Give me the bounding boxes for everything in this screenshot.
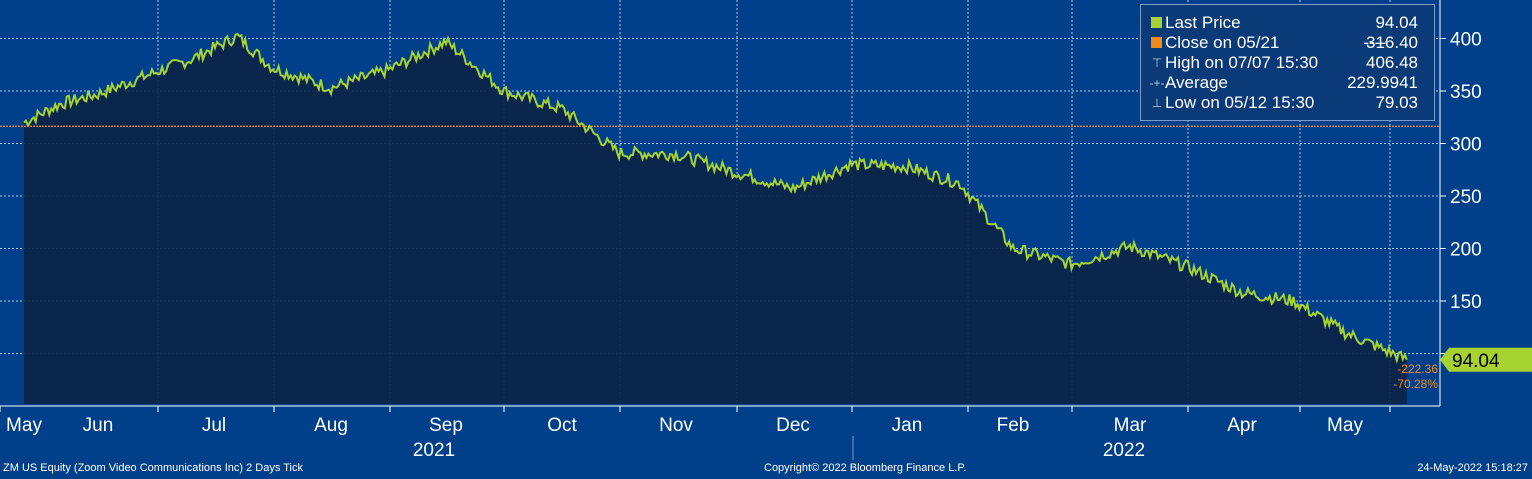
legend-row-average: -+-Average 229.9941: [1149, 73, 1426, 93]
legend-row-low: ⊥ Low on 05/12 15:30 79.03: [1149, 93, 1426, 113]
legend-row-high: ⊤ High on 07/07 15:30 406.48: [1149, 53, 1426, 73]
change-label: -222.36: [1397, 362, 1438, 376]
x-month-label: Oct: [547, 415, 577, 436]
last-price-swatch-icon: [1151, 17, 1162, 28]
y-tick-label: 200: [1450, 240, 1482, 261]
x-month-label: Aug: [314, 415, 348, 436]
x-month-label: Jan: [892, 415, 923, 436]
x-month-label: Apr: [1227, 415, 1257, 436]
x-month-label: Jun: [83, 415, 114, 436]
timestamp: 24-May-2022 15:18:27: [1417, 462, 1528, 474]
legend-close-dashes: ----: [1363, 33, 1386, 52]
y-tick-label: 250: [1450, 187, 1482, 208]
change-label: -70.28%: [1393, 377, 1438, 391]
legend-box: ⊟Last Price 94.04 Close on 05/21 ---- 31…: [1140, 4, 1435, 121]
high-marker-icon: ⊤: [1151, 56, 1163, 70]
y-tick-label: 400: [1450, 30, 1482, 51]
ticker-description: ZM US Equity (Zoom Video Communications …: [3, 462, 303, 474]
last-price-tag-label: 94.04: [1452, 351, 1500, 372]
x-month-label: Jul: [202, 415, 226, 436]
x-month-label: Dec: [776, 415, 810, 436]
x-month-label: Nov: [659, 415, 693, 436]
legend-low-label: Low on 05/12 15:30: [1165, 93, 1315, 112]
last-price-tag-group: 94.04 -222.36-70.28%: [1393, 347, 1532, 391]
x-month-label: Feb: [997, 415, 1030, 436]
last-price-series-line: [23, 32, 1408, 365]
x-month-label: Sep: [429, 415, 463, 436]
low-marker-icon: ⊥: [1151, 96, 1163, 110]
average-marker-icon: -+-: [1149, 76, 1165, 90]
legend-high-label: High on 07/07 15:30: [1165, 53, 1319, 72]
x-year-label: 2021: [413, 440, 455, 461]
legend-last-price-label: Last Price: [1165, 13, 1241, 32]
copyright-notice: Copyright© 2022 Bloomberg Finance L.P.: [764, 462, 967, 474]
legend-high-value: 406.48: [1366, 53, 1418, 72]
y-tick-label: 150: [1450, 292, 1482, 313]
legend-last-price-value: 94.04: [1375, 13, 1418, 32]
y-axis: 150 200 250 300 350 400: [1439, 0, 1482, 406]
x-month-label: May: [1327, 415, 1363, 436]
legend-average-value: 229.9941: [1347, 73, 1418, 92]
legend-average-label: Average: [1165, 73, 1229, 92]
x-month-label: May: [6, 415, 42, 436]
x-year-label: 2022: [1103, 440, 1145, 461]
x-month-label: Mar: [1114, 415, 1147, 436]
legend-row-last-price: ⊟Last Price 94.04: [1149, 13, 1426, 33]
legend-low-value: 79.03: [1375, 93, 1418, 112]
legend-row-close: Close on 05/21 ---- 316.40: [1149, 33, 1426, 53]
y-tick-label: 350: [1450, 82, 1482, 103]
close-swatch-icon: [1151, 37, 1162, 48]
y-tick-label: 300: [1450, 135, 1482, 156]
legend-close-value: 316.40: [1366, 33, 1418, 52]
x-axis: May Jun Jul Aug Sep Oct Nov Dec Jan Feb Mar Apr May 2…: [0, 405, 1440, 461]
legend-close-label: Close on 05/21: [1165, 33, 1280, 52]
last-price-tag: [1440, 347, 1532, 372]
